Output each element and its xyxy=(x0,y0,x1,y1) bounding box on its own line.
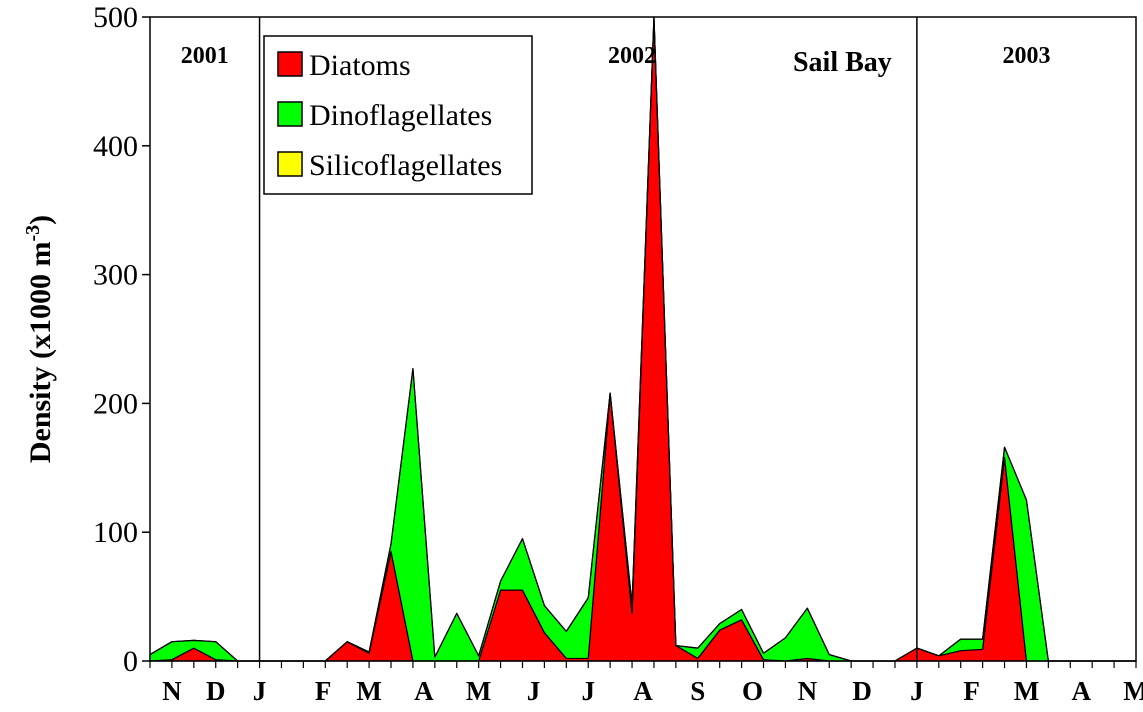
y-axis-title: Density (x1000 m-3) xyxy=(22,215,57,463)
y-tick-label: 200 xyxy=(93,387,138,420)
y-tick-label: 500 xyxy=(93,1,138,34)
month-label: D xyxy=(852,676,872,706)
month-label: A xyxy=(633,676,653,706)
month-label: F xyxy=(963,676,980,706)
y-axis-title-main: Density (x1000 m xyxy=(24,242,57,464)
month-label: A xyxy=(1071,676,1091,706)
legend-label-dinoflagellates: Dinoflagellates xyxy=(309,99,492,132)
month-label: M xyxy=(1014,676,1039,706)
legend-swatch-diatoms xyxy=(277,51,303,77)
site-label: Sail Bay xyxy=(793,47,892,78)
legend-swatch-silicoflagellates xyxy=(277,151,303,177)
y-tick-label: 100 xyxy=(93,516,138,549)
month-label: N xyxy=(162,676,182,706)
month-label: M xyxy=(1123,676,1143,706)
month-label: O xyxy=(742,676,763,706)
y-tick-label: 400 xyxy=(93,130,138,163)
month-label: D xyxy=(206,676,226,706)
year-label-2002: 2002 xyxy=(608,43,656,69)
legend-label-silicoflagellates: Silicoflagellates xyxy=(309,149,502,182)
year-label-2003: 2003 xyxy=(1002,43,1050,69)
month-label: A xyxy=(414,676,434,706)
month-label: J xyxy=(253,676,267,706)
y-axis: 0 100 200 300 400 500 xyxy=(93,1,150,678)
month-label: J xyxy=(910,676,924,706)
month-label: J xyxy=(581,676,595,706)
year-labels: 2001 2002 2003 xyxy=(181,43,1051,69)
y-axis-title-exponent: -3 xyxy=(22,225,44,242)
month-label: S xyxy=(690,676,705,706)
y-axis-title-close: ) xyxy=(24,215,57,225)
legend-label-diatoms: Diatoms xyxy=(309,49,411,82)
month-label: J xyxy=(527,676,541,706)
y-tick-label: 0 xyxy=(123,645,138,678)
legend-box xyxy=(263,35,533,195)
legend-swatch-dinoflagellates xyxy=(277,101,303,127)
legend: Diatoms Dinoflagellates Silicoflagellates xyxy=(263,35,533,195)
month-label: M xyxy=(466,676,491,706)
month-label: N xyxy=(798,676,818,706)
plot-frame xyxy=(149,16,1137,662)
month-label: M xyxy=(356,676,381,706)
year-dividers xyxy=(258,17,918,661)
year-label-2001: 2001 xyxy=(181,43,229,69)
y-tick-label: 300 xyxy=(93,259,138,292)
month-label: F xyxy=(315,676,332,706)
